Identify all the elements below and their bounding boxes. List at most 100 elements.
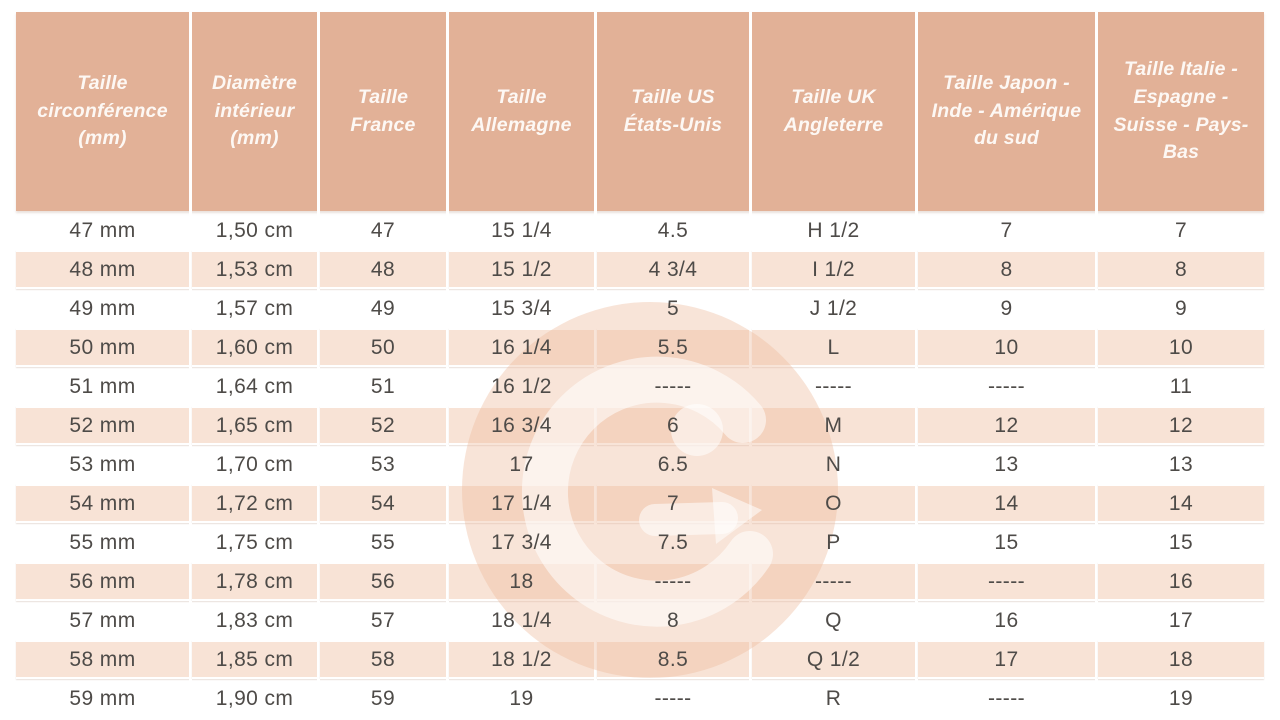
table-cell: 1,83 cm (192, 601, 320, 640)
table-row: 55 mm 1,75 cm 55 17 3/4 7.5 P 15 15 (16, 523, 1264, 562)
cell-value: 1,72 cm (215, 491, 294, 515)
cell-value: 48 mm (69, 257, 136, 281)
table-row: 51 mm 1,64 cm 51 16 1/2 ----- ----- ----- 11 (16, 367, 1264, 406)
table-cell: 9 (1098, 289, 1264, 328)
cell-value: ----- (654, 569, 692, 593)
cell-value: 13 (1168, 452, 1194, 476)
table-cell: 1,75 cm (192, 523, 320, 562)
table-cell: ----- (597, 679, 752, 718)
cell-value: Q 1/2 (806, 647, 861, 671)
table-cell: 5.5 (597, 328, 752, 367)
cell-value: 7 (1000, 218, 1013, 242)
column-header: Taille France (320, 12, 449, 211)
cell-value: 1,85 cm (215, 647, 294, 671)
table-cell: 4 3/4 (597, 250, 752, 289)
column-header: Taille Allemagne (449, 12, 597, 211)
table-cell: 11 (1098, 367, 1264, 406)
cell-value: 58 (370, 647, 396, 671)
table-cell: ----- (752, 562, 918, 601)
cell-value: 58 mm (69, 647, 136, 671)
cell-value: 17 (509, 452, 534, 476)
cell-value: 1,65 cm (215, 413, 294, 437)
table-cell: 56 mm (16, 562, 192, 601)
table-cell: ----- (918, 679, 1098, 718)
table-cell: 15 1/4 (449, 211, 597, 250)
cell-value: 7.5 (657, 530, 689, 554)
table-cell: P (752, 523, 918, 562)
column-header: Taille Italie - Espagne - Suisse - Pays-… (1113, 58, 1249, 164)
cell-value: 15 3/4 (491, 296, 552, 320)
table-cell: 50 mm (16, 328, 192, 367)
cell-value: 18 1/2 (491, 647, 552, 671)
table-cell: 1,70 cm (192, 445, 320, 484)
table-cell: 8 (918, 250, 1098, 289)
table-cell: 10 (1098, 328, 1264, 367)
table-cell: 49 (320, 289, 449, 328)
table-cell: 6 (597, 406, 752, 445)
cell-value: 9 (1000, 296, 1013, 320)
cell-value: 11 (1169, 374, 1193, 398)
cell-value: 6 (666, 413, 680, 437)
table-cell: I 1/2 (752, 250, 918, 289)
table-cell: 1,60 cm (192, 328, 320, 367)
table-cell: Q 1/2 (752, 640, 918, 679)
cell-value: P (826, 530, 841, 554)
cell-value: 8 (666, 608, 680, 632)
cell-value: 49 mm (69, 296, 136, 320)
cell-value: 1,90 cm (215, 686, 294, 710)
cell-value: ----- (815, 374, 852, 398)
table-cell: 53 (320, 445, 449, 484)
cell-value: 5 (666, 296, 680, 320)
table-cell: L (752, 328, 918, 367)
cell-value: 14 (1168, 491, 1194, 515)
table-cell: H 1/2 (752, 211, 918, 250)
table-cell: 16 3/4 (449, 406, 597, 445)
cell-value: ----- (654, 374, 692, 398)
cell-value: 8 (1000, 257, 1013, 281)
table-cell: 17 3/4 (449, 523, 597, 562)
cell-value: ----- (815, 569, 852, 593)
cell-value: 51 (370, 374, 396, 398)
table-cell: 1,65 cm (192, 406, 320, 445)
table-cell: N (752, 445, 918, 484)
cell-value: 1,70 cm (215, 452, 294, 476)
table-cell: 17 (449, 445, 597, 484)
cell-value: 53 (370, 452, 396, 476)
cell-value: J 1/2 (809, 296, 858, 320)
table-cell: 19 (1098, 679, 1264, 718)
table-cell: 59 (320, 679, 449, 718)
table-cell: 6.5 (597, 445, 752, 484)
cell-value: 6.5 (657, 452, 689, 476)
table-cell: O (752, 484, 918, 523)
table-cell: 1,64 cm (192, 367, 320, 406)
table-cell: 7.5 (597, 523, 752, 562)
cell-value: 49 (370, 296, 396, 320)
table-cell: 19 (449, 679, 597, 718)
cell-value: 54 mm (69, 491, 136, 515)
cell-value: 1,78 cm (215, 569, 294, 593)
cell-value: 59 (370, 686, 396, 710)
table-cell: ----- (752, 367, 918, 406)
table-cell: 15 (918, 523, 1098, 562)
table-cell: 14 (918, 484, 1098, 523)
table-cell: 12 (918, 406, 1098, 445)
table-cell: 49 mm (16, 289, 192, 328)
cell-value: 1,53 cm (215, 257, 294, 281)
table-cell: 16 1/2 (449, 367, 597, 406)
table-cell: ----- (918, 562, 1098, 601)
table-cell: 48 mm (16, 250, 192, 289)
table-cell: 56 (320, 562, 449, 601)
cell-value: 13 (994, 452, 1019, 476)
cell-value: 53 mm (69, 452, 136, 476)
table-row: 52 mm 1,65 cm 52 16 3/4 6 M 12 12 (16, 406, 1264, 445)
table-row: 47 mm 1,50 cm 47 15 1/4 4.5 H 1/2 7 7 (16, 211, 1264, 250)
table-cell: 8.5 (597, 640, 752, 679)
cell-value: 18 (1168, 647, 1194, 671)
cell-value: 10 (994, 335, 1019, 359)
cell-value: 59 mm (69, 686, 136, 710)
table-cell: 58 mm (16, 640, 192, 679)
table-cell: 47 mm (16, 211, 192, 250)
table-cell: 12 (1098, 406, 1264, 445)
cell-value: 52 (370, 413, 396, 437)
cell-value: 15 1/4 (491, 218, 552, 242)
